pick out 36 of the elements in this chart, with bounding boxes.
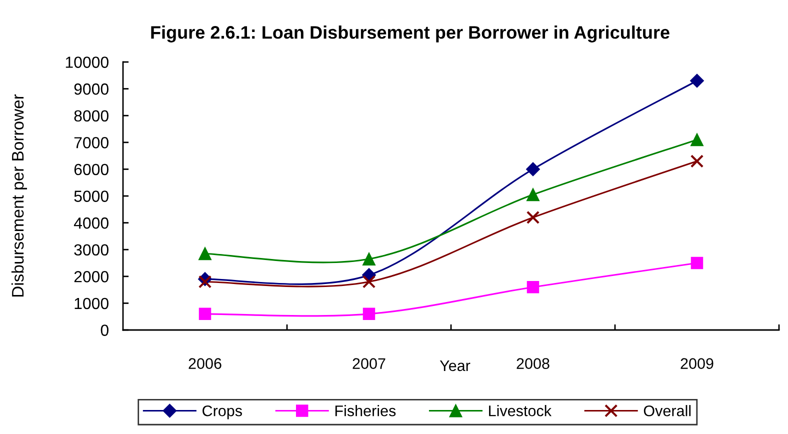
- point: [198, 275, 212, 288]
- point: [690, 256, 704, 270]
- y-tick-label: 6000: [74, 164, 108, 176]
- point: [362, 252, 376, 266]
- legend-label: Livestock: [489, 405, 552, 416]
- y-tick-label: 2000: [74, 271, 108, 282]
- y-tick-label: 9000: [74, 83, 108, 95]
- x-tick-label: 2007: [352, 358, 386, 369]
- y-tick-label: 4000: [74, 217, 108, 229]
- point: [526, 162, 540, 176]
- x-tick-label: 2009: [680, 358, 714, 369]
- point: [690, 74, 704, 88]
- point: [526, 188, 540, 202]
- y-tick-label: 5000: [74, 190, 108, 202]
- y-tick-label: 1000: [74, 298, 108, 310]
- y-tick-label: 0: [100, 324, 108, 336]
- y-axis-title: Disbursement per Borrower: [11, 94, 27, 297]
- y-tick-label: 7000: [74, 137, 108, 148]
- legend-label: Crops: [202, 405, 242, 420]
- legend-label: Overall: [644, 405, 691, 416]
- x-tick-label: 2006: [188, 358, 222, 369]
- point: [198, 247, 212, 260]
- point: [526, 281, 540, 294]
- x-axis-title: Year: [440, 360, 470, 372]
- point: [690, 154, 704, 168]
- y-tick-label: 8000: [74, 110, 108, 122]
- point: [362, 308, 376, 320]
- y-tick-label: 3000: [74, 244, 108, 256]
- point: [362, 275, 376, 288]
- point: [198, 308, 212, 320]
- y-tick-label: 10000: [66, 56, 108, 68]
- point: [526, 210, 540, 224]
- x-tick-label: 2008: [516, 358, 550, 369]
- point: [690, 133, 704, 146]
- chart-title: Figure 2.6.1: Loan Disbursement per Borrower in Agriculture: [151, 26, 670, 42]
- legend-label: Fisheries: [335, 405, 396, 416]
